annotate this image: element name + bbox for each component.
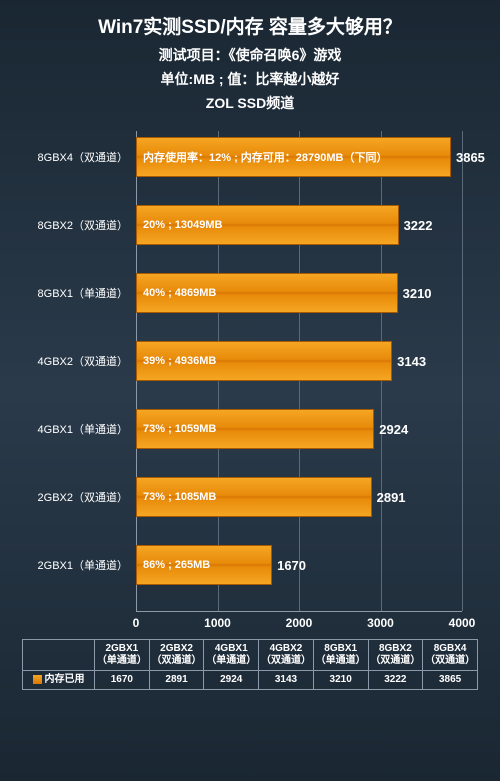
category-label: 8GBX2（双通道） [8, 217, 128, 233]
bar-value-label: 3143 [397, 354, 426, 369]
table-row-header-text: 内存已用 [45, 674, 85, 685]
bar: 39% ; 4936MB3143 [136, 341, 392, 381]
bar-annotation: 86% ; 265MB [143, 559, 210, 571]
bar: 86% ; 265MB1670 [136, 545, 272, 585]
chart-subtitle-1: 测试项目：《使命召唤6》游戏 [8, 45, 492, 65]
table-column-header: 8GBX2（双通道） [368, 640, 423, 671]
bar-annotation: 73% ; 1059MB [143, 423, 216, 435]
chart-container: Win7实测SSD/内存 容量多大够用？ 测试项目：《使命召唤6》游戏 单位:M… [0, 0, 500, 781]
bar-annotation: 内存使用率：12% ; 内存可用：28790MB（下同） [143, 149, 388, 165]
table-cell: 1670 [95, 671, 150, 690]
table-cell: 2924 [204, 671, 259, 690]
chart-title: Win7实测SSD/内存 容量多大够用？ [8, 12, 492, 39]
table-column-header: 2GBX2（双通道） [149, 640, 204, 671]
chart-header: Win7实测SSD/内存 容量多大够用？ 测试项目：《使命召唤6》游戏 单位:M… [8, 12, 492, 113]
table-column-header: 2GBX1（单通道） [95, 640, 150, 671]
x-tick-label: 2000 [286, 616, 313, 630]
chart-subtitle-2: 单位:MB ; 值：比率越小越好 [8, 69, 492, 89]
bar-value-label: 2891 [377, 490, 406, 505]
x-tick-label: 3000 [367, 616, 394, 630]
bar-row: 8GBX2（双通道）20% ; 13049MB3222 [136, 205, 462, 245]
category-label: 4GBX2（双通道） [8, 353, 128, 369]
grid-line [462, 131, 463, 611]
bar-annotation: 73% ; 1085MB [143, 491, 216, 503]
table-column-header: 8GBX4（双通道） [423, 640, 478, 671]
bar-row: 4GBX2（双通道）39% ; 4936MB3143 [136, 341, 462, 381]
x-tick-label: 1000 [204, 616, 231, 630]
table-cell: 3865 [423, 671, 478, 690]
bar-row: 8GBX1（单通道）40% ; 4869MB3210 [136, 273, 462, 313]
table-corner-cell [23, 640, 95, 671]
bar-value-label: 1670 [277, 558, 306, 573]
bar: 73% ; 1059MB2924 [136, 409, 374, 449]
bar-value-label: 3210 [403, 286, 432, 301]
bar-row: 2GBX1（单通道）86% ; 265MB1670 [136, 545, 462, 585]
x-tick-label: 4000 [449, 616, 476, 630]
chart-subtitle-3: ZOL SSD频道 [8, 93, 492, 113]
category-label: 2GBX1（单通道） [8, 557, 128, 573]
bar-value-label: 2924 [379, 422, 408, 437]
table-column-header: 4GBX1（单通道） [204, 640, 259, 671]
table-cell: 3222 [368, 671, 423, 690]
bar-annotation: 39% ; 4936MB [143, 355, 216, 367]
x-tick-label: 0 [133, 616, 140, 630]
bar-row: 4GBX1（单通道）73% ; 1059MB2924 [136, 409, 462, 449]
table-cell: 3143 [259, 671, 314, 690]
table-header-row: 2GBX1（单通道）2GBX2（双通道）4GBX1（单通道）4GBX2（双通道）… [23, 640, 478, 671]
table-cell: 2891 [149, 671, 204, 690]
data-table: 2GBX1（单通道）2GBX2（双通道）4GBX1（单通道）4GBX2（双通道）… [22, 639, 478, 690]
category-label: 8GBX4（双通道） [8, 149, 128, 165]
bar: 20% ; 13049MB3222 [136, 205, 399, 245]
table-value-row: 内存已用 1670289129243143321032223865 [23, 671, 478, 690]
legend-swatch-icon [33, 675, 42, 684]
plot-area: 8GBX4（双通道）内存使用率：12% ; 内存可用：28790MB（下同）38… [136, 131, 462, 611]
bar-row: 8GBX4（双通道）内存使用率：12% ; 内存可用：28790MB（下同）38… [136, 137, 462, 177]
category-label: 2GBX2（双通道） [8, 489, 128, 505]
category-label: 4GBX1（单通道） [8, 421, 128, 437]
table-row-header: 内存已用 [23, 671, 95, 690]
bar: 内存使用率：12% ; 内存可用：28790MB（下同）3865 [136, 137, 451, 177]
table-column-header: 4GBX2（双通道） [259, 640, 314, 671]
bar-annotation: 40% ; 4869MB [143, 287, 216, 299]
table-column-header: 8GBX1（单通道） [313, 640, 368, 671]
bar: 40% ; 4869MB3210 [136, 273, 398, 313]
bar: 73% ; 1085MB2891 [136, 477, 372, 517]
x-axis: 01000200030004000 [136, 611, 462, 635]
category-label: 8GBX1（单通道） [8, 285, 128, 301]
bar-value-label: 3865 [456, 150, 485, 165]
bar-row: 2GBX2（双通道）73% ; 1085MB2891 [136, 477, 462, 517]
bar-annotation: 20% ; 13049MB [143, 219, 223, 231]
bar-value-label: 3222 [404, 218, 433, 233]
table-cell: 3210 [313, 671, 368, 690]
